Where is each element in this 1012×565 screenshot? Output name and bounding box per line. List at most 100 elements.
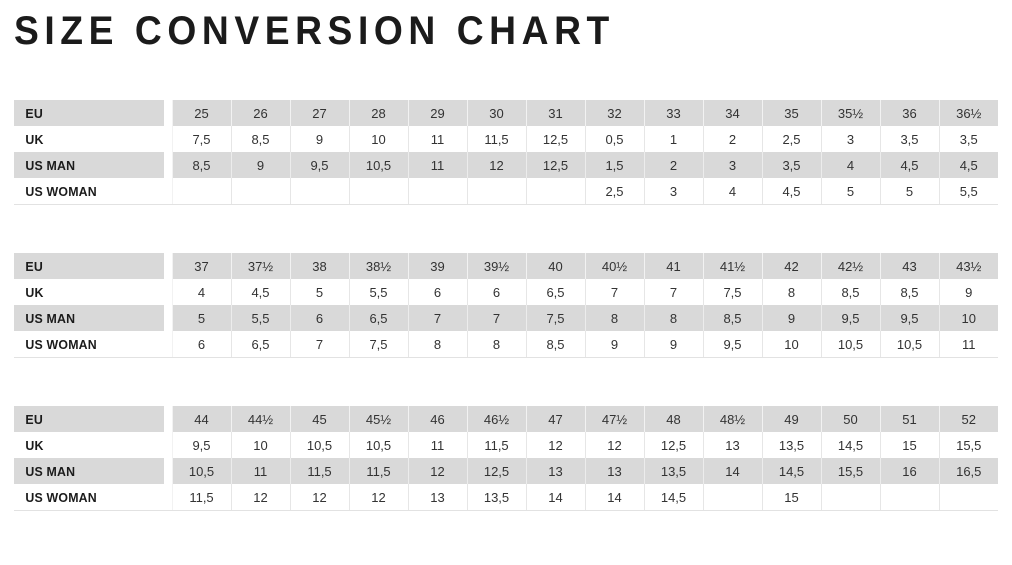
size-cell: 10 <box>762 331 822 357</box>
table-3: EU 44 44½ 45 45½ 46 46½ 47 47½ 48 48½ 49 50 51 52 UK 9,5… <box>14 400 998 511</box>
size-cell: 1 <box>644 126 704 152</box>
column-header-cell: 44½ <box>231 406 291 432</box>
size-cell: 2,5 <box>585 178 645 204</box>
size-cell: 7 <box>290 331 350 357</box>
size-cell: 9,5 <box>290 152 350 178</box>
size-cell <box>172 178 232 204</box>
size-cell: 14,5 <box>644 484 704 510</box>
size-cell: 3,5 <box>880 126 940 152</box>
column-header-cell: 31 <box>526 100 586 126</box>
size-cell: 5 <box>290 279 350 305</box>
column-header-cell: 42½ <box>821 253 881 279</box>
size-cell: 10,5 <box>349 152 409 178</box>
column-header-cell: 43½ <box>939 253 998 279</box>
size-cell: 8,5 <box>703 305 763 331</box>
size-cell: 12 <box>231 484 291 510</box>
size-cell: 3,5 <box>939 126 998 152</box>
row-label-us-woman: US WOMAN <box>14 178 165 204</box>
row-label-us-woman: US WOMAN <box>14 484 165 510</box>
column-header-cell: 36 <box>880 100 940 126</box>
column-header-cell: 42 <box>762 253 822 279</box>
size-cell: 0,5 <box>585 126 645 152</box>
table-1-grid: EU 25 26 27 28 29 30 31 32 33 34 35 35½ 36 36½ UK 7,5 8,5… <box>14 100 998 204</box>
size-cell: 10 <box>349 126 409 152</box>
size-cell: 5 <box>880 178 940 204</box>
column-header-cell: 28 <box>349 100 409 126</box>
size-cell: 10,5 <box>290 432 350 458</box>
table-1: EU 25 26 27 28 29 30 31 32 33 34 35 35½ 36 36½ UK 7,5 8,5… <box>14 94 998 205</box>
table-row: EU 44 44½ 45 45½ 46 46½ 47 47½ 48 48½ 49 50 51 52 <box>14 406 998 432</box>
size-cell: 8,5 <box>231 126 291 152</box>
size-cell: 12,5 <box>467 458 527 484</box>
size-cell: 11 <box>408 432 468 458</box>
column-header-cell: 29 <box>408 100 468 126</box>
size-cell: 16,5 <box>939 458 998 484</box>
row-label-uk: UK <box>14 279 165 305</box>
size-cell: 5 <box>172 305 232 331</box>
column-header-cell: 40½ <box>585 253 645 279</box>
table-row: UK 7,5 8,5 9 10 11 11,5 12,5 0,5 1 2 2,5 3 3,5 3,5 <box>14 126 998 152</box>
size-cell <box>821 484 881 510</box>
size-cell: 12 <box>349 484 409 510</box>
row-label-us-woman: US WOMAN <box>14 331 165 357</box>
size-cell: 13,5 <box>467 484 527 510</box>
table-row: EU 25 26 27 28 29 30 31 32 33 34 35 35½ 36 36½ <box>14 100 998 126</box>
row-label-eu: EU <box>14 100 165 126</box>
column-header-cell: 37½ <box>231 253 291 279</box>
size-cell: 11,5 <box>290 458 350 484</box>
row-label-us-man: US MAN <box>14 152 165 178</box>
size-cell: 10 <box>231 432 291 458</box>
size-cell: 9 <box>939 279 998 305</box>
size-cell: 9 <box>644 331 704 357</box>
size-cell: 15,5 <box>939 432 998 458</box>
size-cell: 3 <box>821 126 881 152</box>
row-label-eu: EU <box>14 253 165 279</box>
table-2: EU 37 37½ 38 38½ 39 39½ 40 40½ 41 41½ 42 42½ 43 43½ UK 4… <box>14 247 998 358</box>
size-cell: 13,5 <box>762 432 822 458</box>
row-label-uk: UK <box>14 126 165 152</box>
column-header-cell: 44 <box>172 406 232 432</box>
column-header-cell: 38½ <box>349 253 409 279</box>
column-header-cell: 49 <box>762 406 822 432</box>
size-cell: 12 <box>585 432 645 458</box>
size-cell: 13 <box>585 458 645 484</box>
size-cell: 4,5 <box>880 152 940 178</box>
column-header-cell: 27 <box>290 100 350 126</box>
size-cell: 10,5 <box>821 331 881 357</box>
size-cell: 11,5 <box>467 432 527 458</box>
column-header-cell: 41 <box>644 253 704 279</box>
size-cell: 5,5 <box>349 279 409 305</box>
size-cell: 11,5 <box>172 484 232 510</box>
table-row: EU 37 37½ 38 38½ 39 39½ 40 40½ 41 41½ 42 42½ 43 43½ <box>14 253 998 279</box>
size-cell: 10,5 <box>880 331 940 357</box>
column-header-cell: 40 <box>526 253 586 279</box>
size-cell: 4,5 <box>939 152 998 178</box>
size-cell: 14,5 <box>821 432 881 458</box>
column-header-cell: 51 <box>880 406 940 432</box>
size-cell: 11 <box>939 331 998 357</box>
size-cell <box>526 178 586 204</box>
size-cell: 4,5 <box>762 178 822 204</box>
column-header-cell: 39 <box>408 253 468 279</box>
size-cell: 11,5 <box>349 458 409 484</box>
column-header-cell: 46 <box>408 406 468 432</box>
size-cell: 10 <box>939 305 998 331</box>
size-cell: 1,5 <box>585 152 645 178</box>
size-cell: 8 <box>762 279 822 305</box>
column-header-cell: 47 <box>526 406 586 432</box>
size-cell: 11,5 <box>467 126 527 152</box>
size-cell: 8,5 <box>172 152 232 178</box>
size-cell: 12,5 <box>644 432 704 458</box>
size-cell: 8 <box>467 331 527 357</box>
column-header-cell: 48½ <box>703 406 763 432</box>
column-header-cell: 35 <box>762 100 822 126</box>
size-cell: 8 <box>585 305 645 331</box>
column-header-cell: 35½ <box>821 100 881 126</box>
size-cell: 15 <box>880 432 940 458</box>
column-header-cell: 38 <box>290 253 350 279</box>
size-cell: 4,5 <box>231 279 291 305</box>
column-header-cell: 32 <box>585 100 645 126</box>
row-label-eu: EU <box>14 406 165 432</box>
size-cell: 7 <box>644 279 704 305</box>
size-cell: 14 <box>585 484 645 510</box>
